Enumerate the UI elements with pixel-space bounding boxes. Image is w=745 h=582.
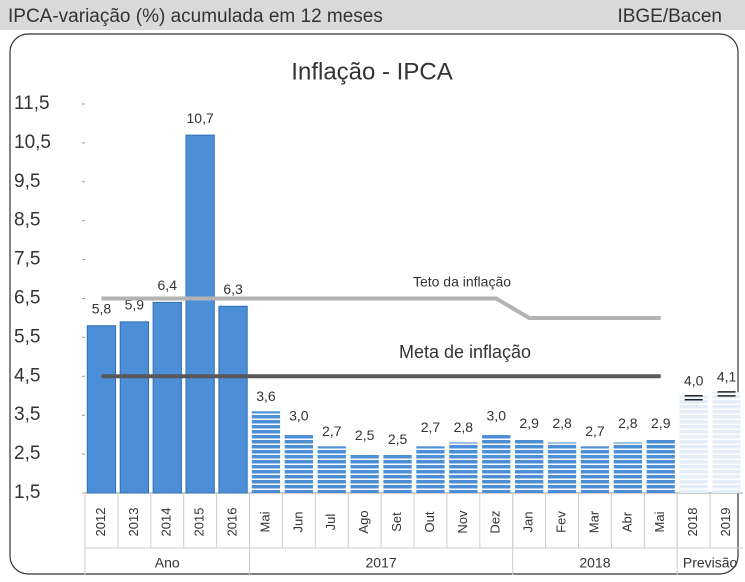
- group-label: Previsão: [683, 555, 738, 571]
- bar: [218, 305, 248, 494]
- group-label: Ano: [155, 555, 180, 571]
- reference-line: [101, 296, 661, 320]
- bar: [383, 454, 412, 493]
- x-tick-label: Dez: [488, 510, 503, 533]
- data-label: 4,0: [684, 372, 704, 388]
- y-tick-label: 11,5: [14, 93, 50, 114]
- x-tick-label: 2016: [224, 508, 239, 537]
- bar: [515, 438, 544, 493]
- x-tick-label: Nov: [455, 510, 470, 534]
- group-label: 2017: [366, 555, 397, 571]
- y-tick-label: 4,5: [14, 365, 40, 386]
- x-tick-label: 2014: [159, 508, 174, 537]
- header-source: IBGE/Bacen: [617, 6, 722, 27]
- data-label: 2,5: [388, 431, 408, 447]
- x-tick-label: Mai: [652, 511, 667, 532]
- data-label: 6,3: [223, 281, 243, 297]
- x-tick-label: Abr: [619, 511, 634, 532]
- bar: [119, 321, 149, 494]
- data-label: 5,8: [92, 300, 112, 316]
- x-tick-label: 2018: [685, 508, 700, 537]
- bar: [317, 446, 346, 493]
- data-label: 2,7: [585, 423, 605, 439]
- chart-title: Inflação - IPCA: [291, 58, 452, 85]
- data-label: 10,7: [187, 110, 214, 126]
- data-label: 2,5: [355, 427, 375, 443]
- y-tick-label: 7,5: [14, 249, 40, 270]
- bar: [185, 134, 215, 494]
- annotation: Meta de inflação: [399, 342, 531, 362]
- bar: [712, 391, 741, 493]
- bar: [416, 446, 445, 493]
- bar: [449, 442, 478, 493]
- annotation: Teto da inflação: [413, 274, 511, 290]
- x-tick-label: Jun: [290, 512, 305, 533]
- data-label: 2,7: [322, 423, 342, 439]
- chart-frame: [9, 33, 739, 575]
- data-label: 5,9: [125, 297, 145, 313]
- y-tick-label: 9,5: [14, 171, 40, 192]
- bar: [482, 434, 511, 493]
- data-label: 2,7: [421, 419, 441, 435]
- x-tick-label: 2012: [93, 508, 108, 537]
- bar: [350, 454, 379, 493]
- bar: [679, 395, 708, 493]
- header-bar: [0, 0, 745, 30]
- x-tick-label: Jan: [521, 512, 536, 533]
- data-label: 2,8: [552, 415, 572, 431]
- x-tick-label: 2013: [126, 508, 141, 537]
- y-tick-label: 1,5: [14, 482, 40, 503]
- data-label: 2,8: [618, 415, 638, 431]
- y-tick-label: 6,5: [14, 288, 40, 309]
- bar: [613, 442, 642, 493]
- x-tick-label: Out: [422, 511, 437, 532]
- bar: [284, 434, 313, 493]
- x-tick-label: Fev: [553, 511, 568, 533]
- bar: [646, 438, 675, 493]
- data-label: 2,9: [651, 415, 671, 431]
- x-tick-label: Set: [389, 512, 404, 532]
- bar: [580, 446, 610, 493]
- y-tick-label: 10,5: [14, 132, 51, 153]
- x-tick-label: Mar: [586, 510, 601, 533]
- y-tick-label: 5,5: [14, 326, 40, 347]
- data-label: 3,6: [256, 388, 276, 404]
- data-label: 2,8: [454, 419, 474, 435]
- bar: [251, 411, 281, 493]
- bar: [152, 301, 182, 494]
- data-label: 2,9: [519, 415, 539, 431]
- header-title: IPCA-variação (%) acumulada em 12 meses: [8, 6, 383, 27]
- group-label: 2018: [579, 555, 610, 571]
- data-label: 6,4: [158, 277, 178, 293]
- x-tick-label: Ago: [356, 510, 371, 533]
- y-tick-label: 2,5: [14, 443, 40, 464]
- x-tick-label: Mai: [257, 511, 272, 532]
- data-label: 4,1: [717, 369, 737, 385]
- y-tick-label: 3,5: [14, 404, 40, 425]
- x-tick-label: Jul: [323, 514, 338, 531]
- x-tick-label: 2015: [192, 508, 207, 537]
- bar: [86, 325, 117, 494]
- x-tick-label: 2019: [718, 508, 733, 537]
- data-label: 3,0: [487, 407, 507, 423]
- data-label: 3,0: [289, 407, 309, 423]
- y-tick-label: 8,5: [14, 210, 40, 231]
- bar: [547, 442, 577, 493]
